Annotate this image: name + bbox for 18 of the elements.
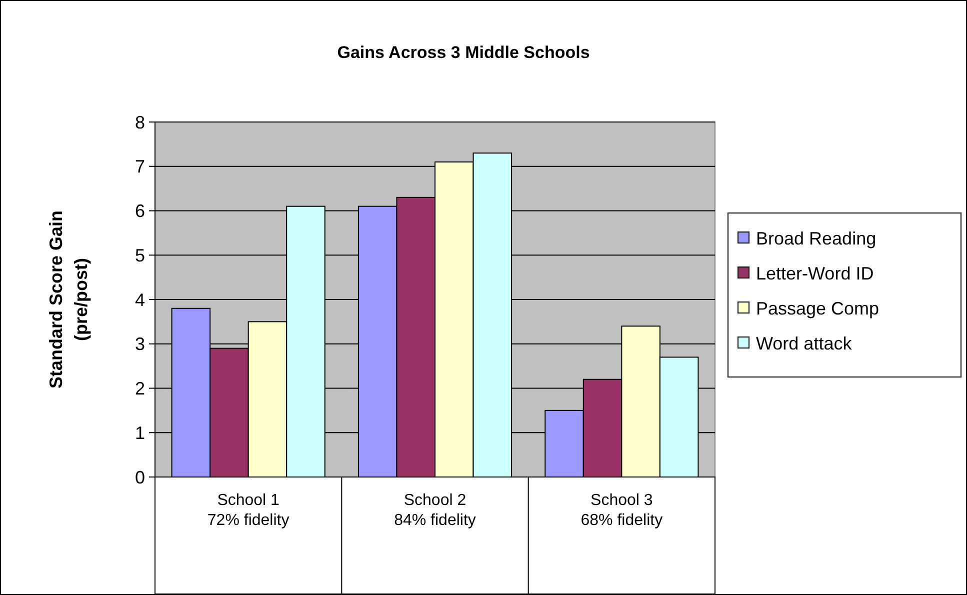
x-tick-label: School 1 72% fidelity	[207, 492, 290, 529]
legend-label: Passage Comp	[756, 298, 880, 318]
chart-title: Gains Across 3 Middle Schools	[337, 43, 590, 62]
y-tick-label: 1	[134, 422, 145, 443]
y-tick-label: 8	[134, 112, 145, 132]
legend-label: Letter-Word ID	[756, 263, 874, 284]
y-tick-label: 4	[134, 290, 145, 310]
y-tick-label: 2	[134, 378, 145, 399]
y-tick-label: 5	[134, 245, 145, 266]
y-tick-label: 7	[134, 156, 145, 177]
y-tick-label: 0	[134, 467, 145, 488]
y-tick-label: 3	[134, 334, 145, 354]
legend-label: Broad Reading	[756, 228, 876, 248]
y-tick-label: 6	[134, 201, 145, 222]
x-tick-label: School 2 84% fidelity	[394, 492, 476, 529]
y-axis-title: Standard Score Gain (pre/post)	[46, 210, 91, 389]
x-tick-label: School 3 68% fidelity	[580, 492, 663, 529]
legend-label: Word attack	[756, 333, 853, 354]
